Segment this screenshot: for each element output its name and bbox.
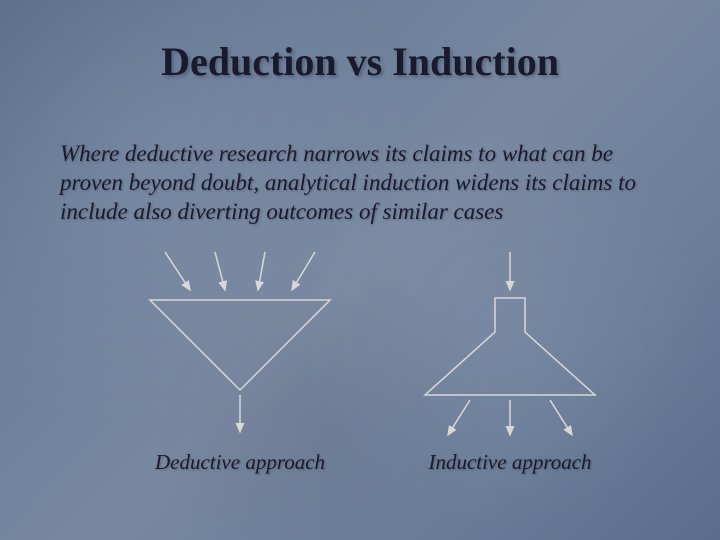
slide-body-text: Where deductive research narrows its cla… [60,140,660,226]
diagram-area [0,250,720,450]
inductive-funnel-diagram [400,250,620,440]
inductive-caption: Inductive approach [400,450,620,475]
slide-title: Deduction vs Induction [0,38,720,85]
deductive-caption: Deductive approach [130,450,350,475]
deductive-funnel-diagram [130,250,350,440]
